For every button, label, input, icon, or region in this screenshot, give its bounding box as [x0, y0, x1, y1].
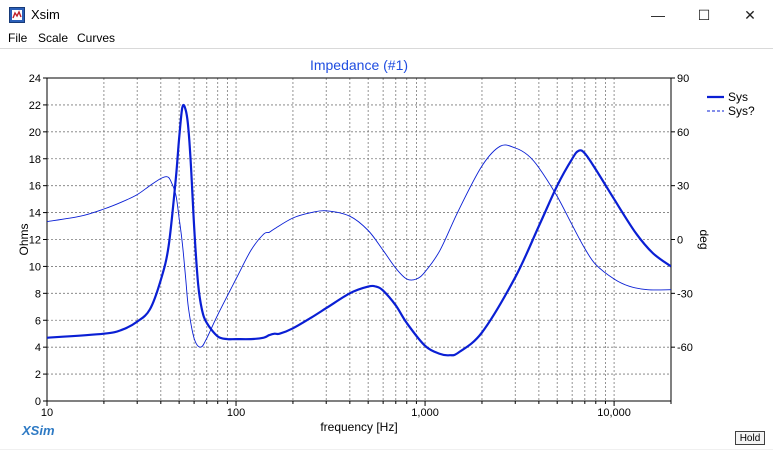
app-icon [9, 7, 25, 23]
y-tick-label: 14 [29, 208, 41, 220]
x-tick-label: 1,000 [411, 407, 439, 419]
y2-axis-label: deg [697, 229, 711, 249]
maximize-button[interactable]: ☐ [697, 6, 711, 23]
y-tick-label: 10 [29, 261, 41, 273]
window-title: Xsim [31, 7, 60, 22]
y2-tick-label: -60 [677, 342, 693, 354]
x-axis-label: frequency [Hz] [320, 420, 397, 434]
y-tick-label: 16 [29, 181, 41, 193]
chart-title: Impedance (#1) [310, 57, 408, 73]
window-titlebar: Xsim — ☐ ✕ [0, 0, 773, 30]
y2-tick-label: -30 [677, 288, 693, 300]
y-tick-label: 20 [29, 127, 41, 139]
y-tick-label: 18 [29, 154, 41, 166]
menu-curves[interactable]: Curves [77, 31, 116, 45]
close-button[interactable]: ✕ [744, 6, 756, 23]
y-tick-label: 6 [35, 315, 41, 327]
y2-tick-label: 30 [677, 181, 689, 193]
x-tick-label: 10 [41, 407, 53, 419]
y-tick-label: 22 [29, 100, 41, 112]
hold-button[interactable]: Hold [735, 431, 765, 445]
y2-tick-label: 0 [677, 235, 683, 247]
x-tick-label: 100 [227, 407, 245, 419]
y-tick-label: 2 [35, 369, 41, 381]
series-line-sys [47, 103, 671, 357]
y-tick-label: 24 [29, 73, 41, 85]
legend-sys-alt-label: Sys? [728, 104, 755, 118]
series-line-sys-alt [47, 144, 671, 348]
y-tick-label: 4 [35, 342, 41, 354]
y-tick-label: 0 [35, 396, 41, 408]
minimize-button[interactable]: — [651, 7, 665, 23]
menu-bar: File Scale Curves [0, 30, 773, 48]
x-tick-label: 10,000 [597, 407, 631, 419]
y-tick-label: 8 [35, 288, 41, 300]
chart-panel: 0 2 4 6 8 10 12 14 16 18 20 22 24 -60 -30 0 30 60 90 10 100 1… [0, 48, 773, 449]
xsim-brand: XSim [22, 423, 55, 438]
legend-sys-label: Sys [728, 90, 748, 104]
y2-tick-label: 60 [677, 127, 689, 139]
y-tick-label: 12 [29, 235, 41, 247]
y-axis-label: Ohms [17, 223, 31, 255]
y2-tick-label: 90 [677, 73, 689, 85]
menu-scale[interactable]: Scale [38, 31, 69, 45]
menu-file[interactable]: File [8, 31, 28, 45]
